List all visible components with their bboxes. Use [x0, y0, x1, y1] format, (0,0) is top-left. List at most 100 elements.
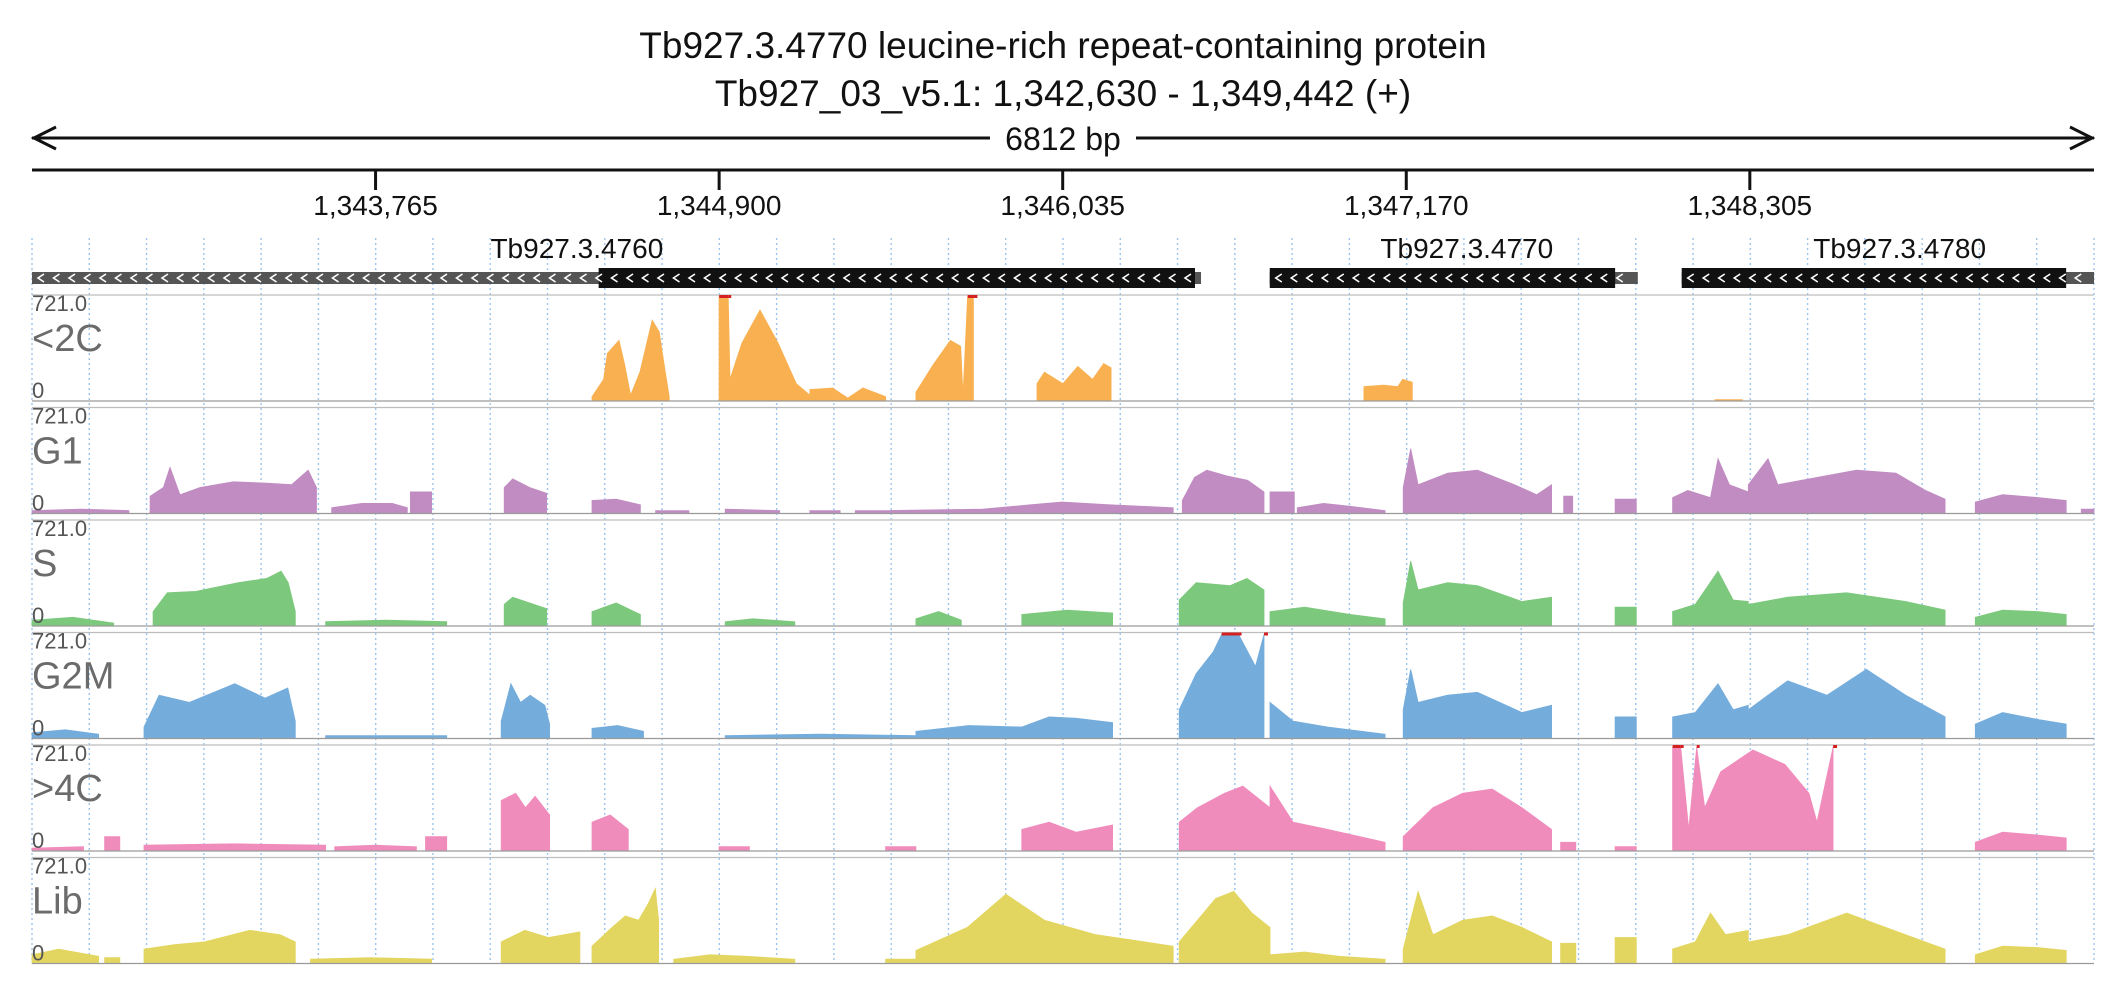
coverage-area — [500, 792, 550, 852]
coverage-area — [1614, 846, 1637, 852]
clipped-marker — [1672, 745, 1681, 748]
coverage-area — [1178, 785, 1271, 852]
strand-arrow-icon — [1168, 273, 1176, 283]
strand-arrow-icon — [780, 273, 789, 283]
strand-arrow-icon — [1686, 273, 1695, 283]
strand-arrow-icon — [1320, 273, 1329, 283]
strand-arrow-icon — [176, 273, 184, 283]
gene-label: Tb927.3.4780 — [1813, 233, 1986, 264]
ruler-tick-label: 1,344,900 — [657, 190, 782, 221]
strand-arrow-icon — [1351, 273, 1360, 283]
coverage-area — [1178, 890, 1271, 964]
strand-arrow-icon — [1444, 273, 1453, 283]
coverage-area — [1974, 945, 2067, 964]
coverage-area — [718, 846, 750, 852]
coverage-area — [503, 596, 547, 627]
coverage-area — [1269, 491, 1295, 514]
gene-Tb927.3.4780[interactable]: Tb927.3.4780 — [1681, 233, 2094, 288]
coverage-area — [1269, 606, 1386, 627]
strand-arrow-icon — [1856, 273, 1865, 283]
strand-arrow-icon — [687, 273, 696, 283]
strand-arrow-icon — [904, 273, 913, 283]
strand-arrow-icon — [1491, 273, 1500, 283]
strand-arrow-icon — [625, 273, 634, 283]
coverage-area — [1747, 912, 1946, 964]
ruler-tick-label: 1,343,765 — [313, 190, 438, 221]
strand-arrow-icon — [1701, 273, 1710, 283]
strand-arrow-icon — [1028, 273, 1037, 283]
track-ymin-label: 0 — [32, 941, 44, 966]
strand-arrow-icon — [1475, 273, 1484, 283]
track-name-label: Lib — [32, 881, 83, 923]
track-ymax-label: 721.0 — [32, 629, 87, 654]
clipped-marker — [1238, 632, 1242, 636]
strand-arrow-icon — [811, 273, 820, 283]
strand-arrow-icon — [52, 273, 60, 283]
strand-arrow-icon — [1137, 273, 1145, 283]
strand-arrow-icon — [749, 273, 758, 283]
strand-arrow-icon — [486, 273, 494, 283]
strand-arrow-icon — [1841, 273, 1850, 283]
coverage-area — [1614, 937, 1637, 964]
clipped-marker — [1263, 632, 1268, 636]
strand-arrow-icon — [1367, 273, 1376, 283]
coverage-area — [1672, 682, 1749, 739]
strand-arrow-icon — [129, 273, 138, 283]
coverage-area — [591, 725, 644, 739]
strand-arrow-icon — [1996, 273, 2005, 283]
strand-arrow-icon — [1398, 273, 1407, 283]
gene-Tb927.3.4760[interactable]: Tb927.3.4760 — [32, 233, 1202, 288]
strand-arrow-icon — [67, 273, 76, 283]
coverage-area — [1021, 821, 1113, 852]
strand-arrow-icon — [1305, 273, 1314, 283]
strand-arrow-icon — [951, 273, 959, 283]
coverage-area — [1672, 457, 1749, 514]
coverage-area — [885, 958, 917, 964]
coverage-area — [1563, 495, 1574, 514]
coverage-area — [724, 733, 917, 739]
gene-Tb927.3.4770[interactable]: Tb927.3.4770 — [1269, 233, 1638, 288]
coverage-area — [809, 387, 886, 402]
gene-track[interactable]: Tb927.3.4760 Tb927.3.4770 Tb927.3.4780 — [32, 233, 2094, 288]
strand-arrow-icon — [145, 273, 153, 283]
strand-arrow-icon — [1075, 273, 1083, 283]
coverage-area — [152, 570, 296, 627]
strand-arrow-icon — [548, 273, 556, 283]
coverage-area — [1974, 831, 2067, 852]
track-ymax-label: 721.0 — [32, 741, 87, 766]
strand-arrow-icon — [1810, 273, 1819, 283]
strand-arrow-icon — [641, 273, 649, 283]
coverage-area — [149, 466, 317, 514]
ruler-tick-label: 1,346,035 — [1000, 190, 1125, 221]
coverage-area — [325, 619, 448, 627]
coverage-area — [31, 616, 115, 627]
coverage-area — [104, 836, 121, 852]
coverage-area — [410, 491, 432, 514]
strand-arrow-icon — [1949, 273, 1958, 283]
coverage-area — [1036, 362, 1112, 402]
strand-arrow-icon — [207, 273, 215, 283]
coverage-area — [1402, 561, 1552, 627]
strand-arrow-icon — [1934, 273, 1943, 283]
strand-arrow-icon — [2042, 273, 2051, 283]
track-2c: 721.0 0 <2C — [32, 291, 2094, 403]
strand-arrow-icon — [966, 273, 975, 283]
strand-arrow-icon — [331, 273, 339, 283]
strand-arrow-icon — [796, 273, 804, 283]
span-length-label: 6812 bp — [1005, 121, 1121, 157]
coverage-area — [915, 725, 1023, 739]
span-label-background — [990, 120, 1136, 156]
coverage-area — [143, 843, 326, 852]
strand-arrow-icon — [408, 273, 417, 283]
strand-arrow-icon — [424, 273, 432, 283]
coverage-area — [1974, 712, 2067, 739]
track-ymax-label: 721.0 — [32, 291, 87, 316]
track-name-label: G2M — [32, 656, 114, 698]
track-ymax-label: 721.0 — [32, 404, 87, 429]
strand-arrow-icon — [982, 273, 990, 283]
coverage-area — [1402, 788, 1552, 852]
strand-arrow-icon — [1274, 273, 1283, 283]
span-arrow-right-icon — [2069, 125, 2096, 151]
